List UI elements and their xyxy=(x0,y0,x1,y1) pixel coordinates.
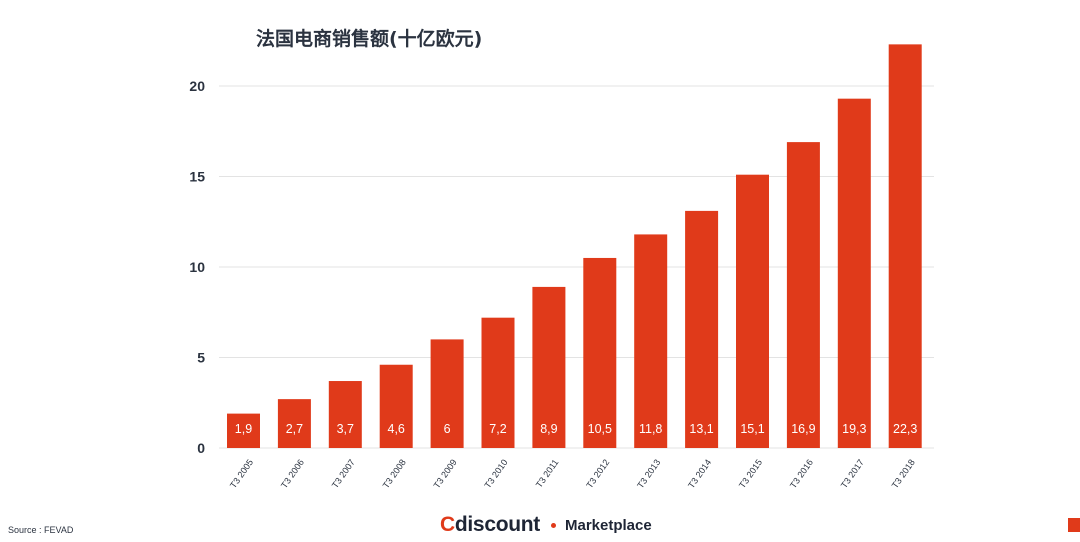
bar xyxy=(583,257,617,448)
source-note: Source : FEVAD xyxy=(8,525,74,535)
logo-c-letter: C xyxy=(440,513,455,536)
x-tick-label: T3 2017 xyxy=(839,457,866,490)
bar xyxy=(481,317,515,448)
bar-value-label: 11,8 xyxy=(639,422,662,436)
bar xyxy=(328,381,362,448)
bar-value-label: 19,3 xyxy=(842,422,866,436)
bar-value-label: 2,7 xyxy=(286,422,303,436)
bar-value-label: 1,9 xyxy=(235,422,252,436)
x-tick-label: T3 2018 xyxy=(890,457,917,490)
bar xyxy=(227,413,260,448)
y-tick-label: 0 xyxy=(197,440,205,456)
bar xyxy=(634,234,668,448)
bar-value-label: 7,2 xyxy=(489,422,506,436)
y-tick-label: 15 xyxy=(189,169,205,185)
logo-wordmark: Cdiscount xyxy=(440,513,540,537)
bar-value-label: 16,9 xyxy=(791,422,815,436)
bar-value-label: 15,1 xyxy=(740,422,764,436)
y-tick-label: 10 xyxy=(189,259,205,275)
bar-value-label: 3,7 xyxy=(337,422,354,436)
x-tick-label: T3 2012 xyxy=(584,457,611,490)
x-tick-label: T3 2015 xyxy=(737,457,764,490)
bar xyxy=(277,399,311,448)
corner-brand-mark xyxy=(1068,518,1080,532)
x-tick-label: T3 2010 xyxy=(483,457,510,490)
x-tick-label: T3 2016 xyxy=(788,457,815,490)
bar-value-label: 6 xyxy=(444,422,451,436)
bar xyxy=(532,286,566,448)
logo-separator-dot xyxy=(550,522,556,528)
bar-value-label: 4,6 xyxy=(388,422,405,436)
y-tick-label: 5 xyxy=(197,350,205,366)
logo-marketplace-text: Marketplace xyxy=(564,516,652,534)
bar-value-label: 10,5 xyxy=(588,422,612,436)
y-tick-label: 20 xyxy=(189,78,205,94)
bar xyxy=(379,364,413,448)
bar xyxy=(786,142,820,449)
x-tick-label: T3 2009 xyxy=(432,457,459,490)
bar-chart: 0 5 10 15 20 1,9 T3 2005 2,7 T3 2006 3,7 T3 2007 4,… xyxy=(189,44,934,490)
chart-title: 法国电商销售额(十亿欧元) xyxy=(256,28,483,50)
x-tick-label: T3 2005 xyxy=(228,457,255,490)
x-tick-label: T3 2014 xyxy=(686,457,713,490)
bar xyxy=(837,98,871,449)
bar-value-label: 8,9 xyxy=(540,422,557,436)
logo-wordmark-rest: discount xyxy=(454,513,540,536)
bar xyxy=(685,210,719,448)
x-tick-label: T3 2013 xyxy=(635,457,662,490)
x-tick-label: T3 2008 xyxy=(381,457,408,490)
bar-value-label: 22,3 xyxy=(893,422,917,436)
x-tick-label: T3 2011 xyxy=(534,457,561,489)
x-tick-label: T3 2006 xyxy=(279,457,306,490)
x-tick-label: T3 2007 xyxy=(330,457,357,490)
cdiscount-marketplace-logo: Cdiscount Marketplace xyxy=(440,510,652,540)
bar xyxy=(888,44,922,449)
bar xyxy=(736,174,769,448)
bar xyxy=(430,339,464,448)
bar-value-label: 13,1 xyxy=(689,422,713,436)
